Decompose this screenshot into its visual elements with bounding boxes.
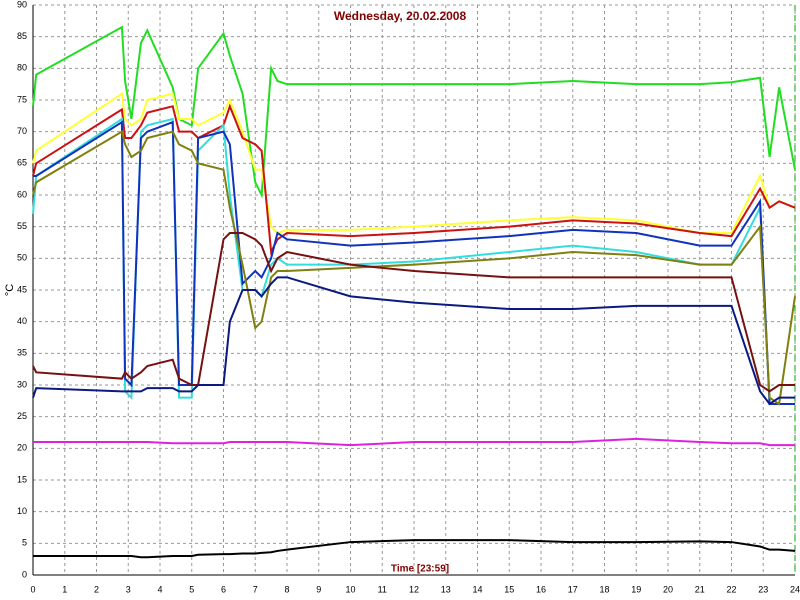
series-line [33, 539, 796, 559]
x-tick-label: 12 [409, 584, 419, 594]
y-tick-label: 40 [17, 316, 27, 326]
y-axis-label: °C [4, 284, 16, 296]
chart-title: Wednesday, 20.02.2008 [334, 9, 467, 23]
series-line [32, 276, 795, 406]
y-tick-label: 65 [17, 158, 27, 168]
x-tick-label: 7 [253, 584, 258, 594]
x-tick-label: 9 [316, 584, 321, 594]
y-tick-label: 75 [17, 94, 27, 104]
y-tick-label: 70 [17, 126, 27, 136]
x-tick-label: 24 [790, 584, 800, 594]
series-line [33, 120, 795, 405]
x-tick-label: 6 [221, 584, 226, 594]
series-line [33, 437, 795, 447]
series-line [32, 25, 796, 199]
y-tick-label: 90 [17, 0, 27, 9]
x-tick-label: 17 [568, 584, 578, 594]
x-tick-label: 8 [284, 584, 289, 594]
y-tick-label: 80 [17, 63, 27, 73]
y-tick-label: 0 [22, 569, 27, 579]
y-tick-label: 15 [17, 474, 27, 484]
y-tick-label: 45 [17, 284, 27, 294]
x-tick-label: 11 [378, 584, 387, 594]
series-line [32, 130, 796, 406]
x-tick-label: 20 [663, 584, 673, 594]
y-tick-label: 5 [22, 538, 27, 548]
x-tick-label: 21 [695, 584, 705, 594]
x-tick-label: 22 [726, 584, 736, 594]
y-tick-label: 25 [17, 411, 27, 421]
x-tick-label: 3 [126, 584, 131, 594]
y-tick-label: 60 [17, 189, 27, 199]
series-line [32, 232, 795, 393]
x-tick-label: 10 [345, 584, 355, 594]
x-tick-label: 5 [189, 584, 194, 594]
y-tick-label: 35 [17, 348, 27, 358]
x-tick-label: 2 [94, 584, 99, 594]
y-tick-label: 50 [17, 253, 27, 263]
y-tick-label: 30 [17, 379, 27, 389]
y-tick-label: 10 [17, 506, 27, 516]
x-tick-label: 16 [536, 584, 546, 594]
y-tick-label: 55 [17, 221, 27, 231]
y-tick-label: 85 [17, 31, 27, 41]
x-tick-label: 4 [157, 584, 162, 594]
x-axis-label: Time [23:59] [391, 564, 449, 575]
x-tick-label: 23 [758, 584, 768, 594]
y-tick-label: 20 [17, 443, 27, 453]
x-tick-label: 14 [472, 584, 482, 594]
x-tick-label: 13 [441, 584, 451, 594]
x-tick-label: 1 [62, 584, 67, 594]
x-tick-label: 18 [599, 584, 609, 594]
x-tick-label: 0 [30, 584, 35, 594]
x-tick-label: 19 [631, 584, 641, 594]
series-line [32, 103, 796, 256]
x-tick-label: 15 [504, 584, 514, 594]
